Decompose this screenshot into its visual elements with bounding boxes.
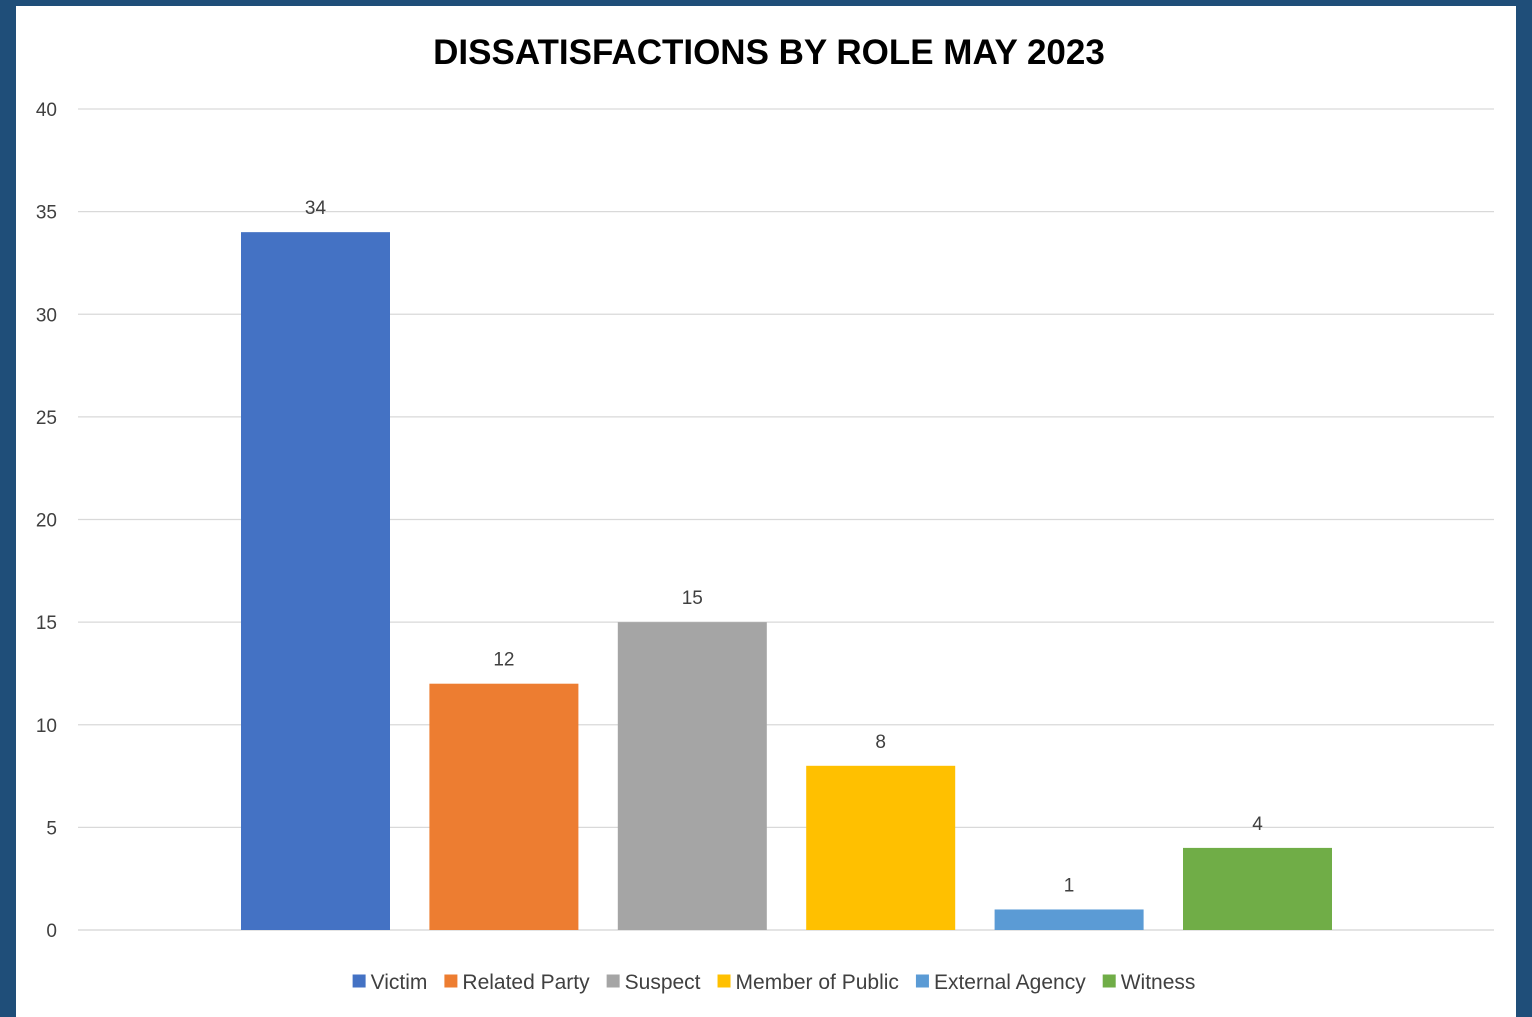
legend-item-member-of-public: Member of Public (717, 971, 899, 994)
y-tick-label: 30 (36, 305, 57, 326)
y-tick-label: 35 (36, 203, 57, 224)
data-label: 12 (493, 650, 514, 671)
legend-label: Related Party (462, 971, 590, 994)
bar-member-of-public (806, 765, 956, 930)
data-label: 34 (305, 198, 327, 219)
bar-suspect (617, 622, 767, 930)
legend-swatch (352, 974, 366, 988)
bar-external-agency (994, 909, 1144, 930)
bar-related-party (429, 683, 579, 930)
y-tick-label: 20 (36, 511, 57, 532)
legend-label: Member of Public (736, 971, 899, 994)
data-labels: 34 12 15 8 1 4 (305, 198, 1263, 896)
legend-label: Suspect (625, 971, 701, 994)
y-tick-label: 25 (36, 408, 57, 429)
legend-swatch (444, 974, 458, 988)
legend-swatch (717, 974, 731, 988)
bar-victim (241, 232, 390, 930)
data-label: 15 (682, 588, 703, 609)
legend-label: Victim (371, 971, 428, 994)
data-label: 1 (1064, 875, 1075, 896)
y-tick-label: 10 (36, 716, 57, 737)
legend-swatch (1102, 974, 1116, 988)
legend-item-witness: Witness (1102, 971, 1196, 994)
y-tick-label: 0 (46, 921, 57, 942)
legend-label: Witness (1121, 971, 1196, 994)
legend-swatch (606, 974, 620, 988)
bar-witness (1183, 847, 1332, 930)
legend-swatch (915, 974, 929, 988)
y-tick-label: 40 (36, 100, 57, 121)
legend: Victim Related Party Suspect Member of Publ… (352, 971, 1196, 994)
y-tick-label: 5 (46, 818, 57, 839)
bars (241, 232, 1332, 930)
legend-item-related-party: Related Party (444, 971, 590, 994)
legend-item-suspect: Suspect (606, 971, 701, 994)
legend-label: External Agency (934, 971, 1086, 994)
legend-item-victim: Victim (352, 971, 428, 994)
data-label: 8 (875, 732, 886, 753)
y-axis-ticks: 0 5 10 15 20 25 30 35 40 (36, 100, 57, 942)
y-tick-label: 15 (36, 613, 57, 634)
data-label: 4 (1252, 814, 1263, 835)
legend-item-external-agency: External Agency (915, 971, 1086, 994)
chart-title: DISSATISFACTIONS BY ROLE MAY 2023 (433, 33, 1105, 72)
